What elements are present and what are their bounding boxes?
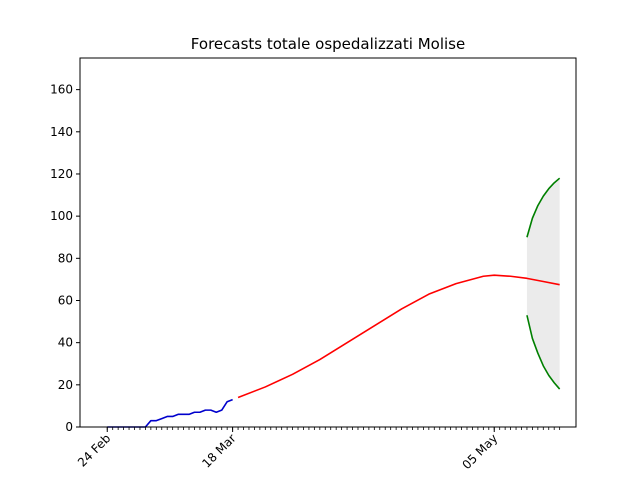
chart-title: Forecasts totale ospedalizzati Molise	[191, 35, 465, 53]
y-tick-label: 120	[50, 167, 73, 181]
plot-area	[107, 177, 561, 428]
y-tick-label: 160	[50, 83, 73, 97]
series-line-2	[237, 274, 560, 399]
confidence-band	[526, 178, 560, 390]
y-tick-label: 100	[50, 209, 73, 223]
y-tick-label: 0	[65, 420, 73, 434]
y-tick-label: 140	[50, 125, 73, 139]
series-line-4	[526, 315, 561, 390]
y-tick-label: 40	[58, 336, 73, 350]
plot-frame	[79, 57, 577, 428]
y-axis: 0 20 40 60 80 100 120 140 160	[50, 83, 80, 434]
y-tick-label: 20	[58, 378, 73, 392]
y-tick-label: 60	[58, 293, 73, 307]
y-tick-label: 80	[58, 251, 73, 265]
series-line-3	[526, 177, 561, 238]
